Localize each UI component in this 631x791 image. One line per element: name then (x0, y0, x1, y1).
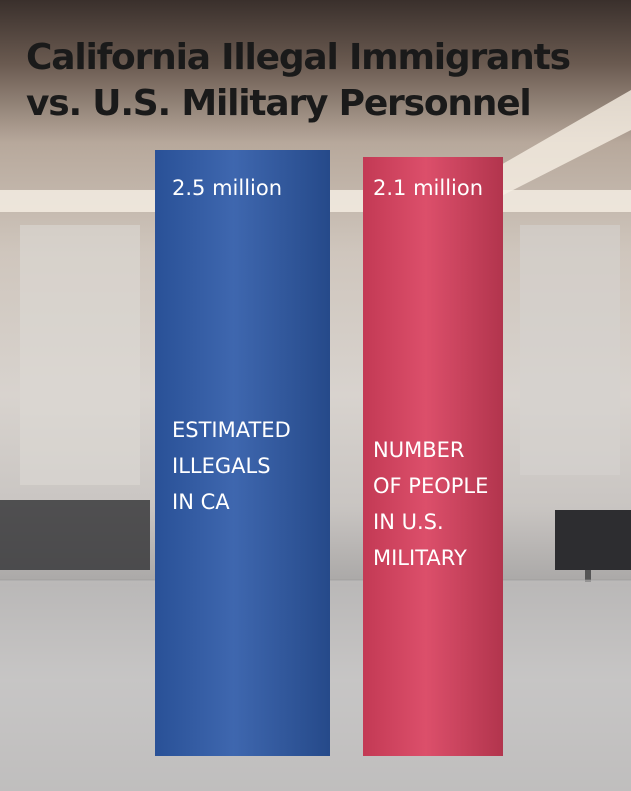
bar-2-category-line-4: MILITARY (373, 546, 467, 570)
bar-1-category-line-2: ILLEGALS (172, 454, 271, 478)
bar-1: 2.5 million ESTIMATED ILLEGALS IN CA (155, 150, 330, 756)
bar-2-category-line-1: NUMBER (373, 438, 465, 462)
chart-title-line-1: California Illegal Immigrants (26, 37, 571, 78)
chart-title-line-2: vs. U.S. Military Personnel (26, 83, 532, 124)
bar-1-category-label: ESTIMATED ILLEGALS IN CA (172, 412, 291, 520)
bar-2-category-line-2: OF PEOPLE (373, 474, 489, 498)
bar-1-value-label: 2.5 million (172, 176, 283, 200)
bar-1-category-line-3: IN CA (172, 490, 230, 514)
bar-2-category-label: NUMBER OF PEOPLE IN U.S. MILITARY (373, 432, 488, 576)
bar-1-category-line-1: ESTIMATED (172, 418, 291, 442)
bar-2-category-line-3: IN U.S. (373, 510, 444, 534)
bar-2-value-label: 2.1 million (373, 176, 484, 200)
bar-2-shading (363, 157, 503, 756)
bar-2: 2.1 million NUMBER OF PEOPLE IN U.S. MILITAR… (363, 157, 503, 756)
bar-1-shading (155, 150, 330, 756)
